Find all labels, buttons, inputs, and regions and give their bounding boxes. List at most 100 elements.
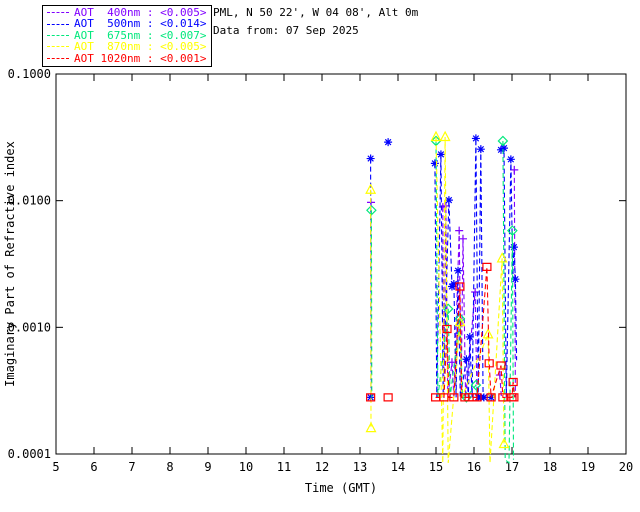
legend-item-FF0000: AOT 1020nm : <0.001> — [47, 51, 207, 65]
marker-triangle-870nm — [430, 130, 442, 142]
marker-asterisk-500nm — [509, 243, 518, 252]
legend-box: AOT 400nm : <0.005> AOT 500nm : <0.014> AO… — [42, 5, 213, 68]
marker-diamond-675nm — [470, 379, 482, 391]
marker-asterisk-500nm — [496, 145, 505, 154]
station-header: PML, N 50 22', W 04 08', Alt 0m Data fro… — [213, 7, 418, 43]
marker-plus-400nm — [510, 165, 519, 174]
marker-square-1020nm — [366, 393, 376, 402]
legend-label: AOT 1020nm : <0.001> — [74, 51, 207, 65]
x-axis-title: Time (GMT) — [305, 481, 377, 495]
series-line-1020nm — [435, 266, 516, 398]
marker-asterisk-500nm — [444, 196, 453, 205]
x-tick-label: 20 — [619, 460, 633, 474]
marker-triangle-870nm — [482, 328, 494, 339]
marker-diamond-675nm — [442, 303, 454, 315]
x-tick-label: 6 — [90, 460, 97, 474]
x-tick-label: 11 — [277, 460, 291, 474]
marker-asterisk-500nm — [476, 145, 485, 154]
marker-plus-400nm — [455, 226, 464, 235]
marker-asterisk-500nm — [500, 144, 509, 153]
marker-square-1020nm — [484, 359, 494, 368]
marker-diamond-675nm — [497, 135, 509, 147]
marker-square-1020nm — [486, 393, 496, 402]
series-line-400nm — [513, 169, 516, 398]
marker-triangle-870nm — [439, 130, 451, 142]
marker-asterisk-500nm — [465, 332, 474, 341]
marker-square-1020nm — [496, 361, 506, 370]
legend-label: AOT 675nm : <0.007> — [74, 28, 207, 42]
marker-diamond-675nm — [507, 225, 518, 236]
marker-square-1020nm — [509, 393, 519, 402]
marker-asterisk-500nm — [430, 159, 439, 168]
marker-asterisk-500nm — [366, 154, 375, 163]
series-line-675nm — [502, 140, 515, 465]
axes — [55, 73, 627, 455]
marker-asterisk-500nm — [454, 266, 463, 275]
legend-item-FFFF00: AOT 870nm : <0.005> — [47, 40, 207, 54]
marker-triangle-870nm — [496, 252, 508, 263]
series-500nm — [366, 134, 520, 402]
marker-asterisk-500nm — [384, 138, 393, 147]
marker-square-1020nm — [472, 393, 482, 402]
marker-asterisk-500nm — [479, 393, 488, 402]
x-tick-label: 14 — [391, 460, 405, 474]
legend-item-8000FF: AOT 400nm : <0.005> — [47, 7, 206, 18]
marker-square-1020nm — [498, 393, 508, 402]
series-line-500nm — [434, 138, 492, 398]
marker-triangle-870nm — [365, 183, 377, 194]
legend-label: AOT 870nm : <0.005> — [74, 40, 207, 54]
legend-item-00E87C: AOT 675nm : <0.007> — [47, 28, 207, 42]
legend-dash-icon — [47, 35, 69, 37]
station-location-text: PML, N 50 22', W 04 08', Alt 0m — [213, 6, 419, 19]
legend-dash-icon — [47, 46, 69, 48]
x-tick-label: 16 — [467, 460, 481, 474]
marker-square-1020nm — [482, 262, 492, 271]
marker-diamond-675nm — [366, 204, 377, 216]
marker-asterisk-500nm — [449, 279, 458, 288]
y-tick-label: 0.0001 — [8, 447, 51, 461]
legend-dash-icon — [47, 12, 69, 14]
marker-asterisk-500nm — [436, 150, 445, 159]
y-tick-label: 0.1000 — [8, 67, 51, 81]
legend-dash-icon — [47, 57, 69, 59]
legend-dash-icon — [47, 23, 69, 25]
marker-square-1020nm — [508, 377, 518, 387]
series-870nm — [365, 130, 510, 463]
y-tick-label: 0.0100 — [8, 194, 51, 208]
x-tick-label: 12 — [315, 460, 329, 474]
marker-asterisk-500nm — [366, 393, 375, 402]
data-date-text: Data from: 07 Sep 2025 — [213, 24, 359, 37]
marker-square-1020nm — [455, 282, 465, 291]
marker-asterisk-500nm — [471, 134, 480, 143]
legend-item-0000FF: AOT 500nm : <0.014> — [47, 17, 207, 31]
x-tick-label: 18 — [543, 460, 557, 474]
x-tick-label: 13 — [353, 460, 367, 474]
series-line-675nm — [435, 140, 479, 398]
series-1020nm — [366, 262, 519, 402]
x-axis: 5 6 7 8 9 10 11 12 13 14 15 16 17 18 19 20 Time (GMT) — [52, 74, 633, 495]
x-tick-label: 15 — [429, 460, 443, 474]
series-line-500nm — [500, 147, 518, 398]
marker-square-1020nm — [439, 393, 449, 402]
marker-triangle-870nm — [498, 437, 510, 449]
marker-plus-400nm — [471, 288, 480, 297]
marker-square-1020nm — [449, 393, 459, 402]
x-tick-label: 9 — [204, 460, 211, 474]
marker-plus-400nm — [458, 234, 467, 243]
y-tick-label: 0.0010 — [8, 320, 51, 334]
x-tick-label: 10 — [239, 460, 253, 474]
x-tick-label: 8 — [166, 460, 173, 474]
legend-label: AOT 500nm : <0.014> — [74, 17, 207, 31]
marker-triangle-870nm — [365, 421, 377, 433]
y-axis: 0.1000 0.0100 0.0010 0.0001 Imaginary Part o… — [3, 67, 626, 461]
x-tick-label: 19 — [581, 460, 595, 474]
legend-label: AOT 400nm : <0.005> — [74, 6, 207, 19]
series-line-870nm — [435, 136, 505, 463]
marker-asterisk-500nm — [511, 275, 520, 284]
marker-square-1020nm — [383, 393, 393, 402]
marker-asterisk-500nm — [462, 355, 471, 364]
y-axis-title: Imaginary Part of Refractive index — [3, 141, 17, 387]
marker-asterisk-500nm — [506, 155, 515, 164]
